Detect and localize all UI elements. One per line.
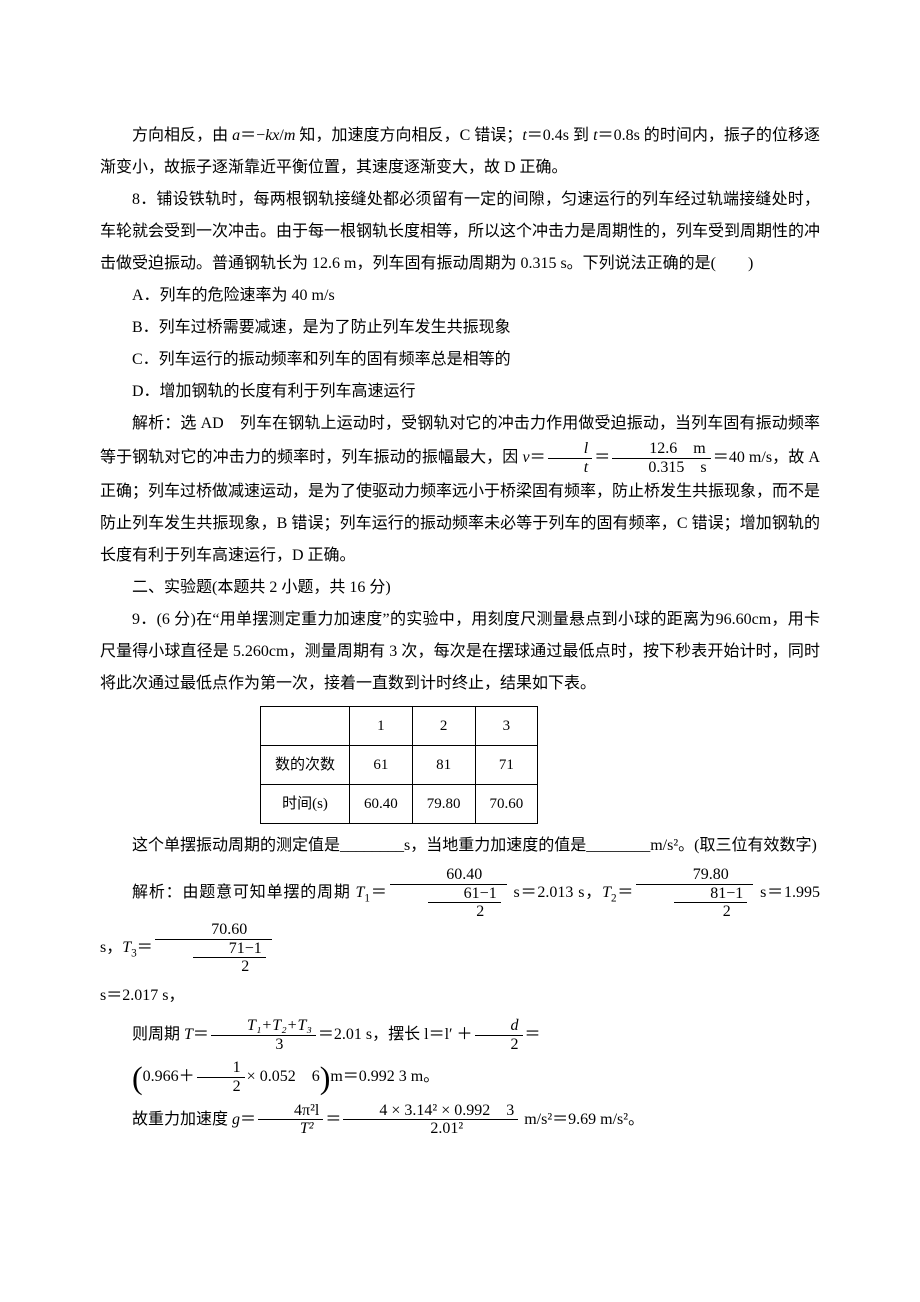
table-cell: 79.80 [412,785,475,824]
fraction-t1: 60.4061−12 [390,866,507,921]
q9-blank-line: 这个单摆振动周期的测定值是________s，当地重力加速度的值是_______… [100,830,820,862]
q8-stem: 8．铺设铁轨时，每两根钢轨接缝处都必须留有一定的间隙，匀速运行的列车经过轨端接缝… [100,184,820,280]
q8-option-b: B．列车过桥需要减速，是为了防止列车发生共振现象 [100,312,820,344]
q9-gravity-line: 故重力加速度 g＝4π²lT²＝4 × 3.14² × 0.992 32.01²… [100,1101,820,1139]
q8-option-d: D．增加钢轨的长度有利于列车高速运行 [100,376,820,408]
q9-data-table: 1 2 3 数的次数 61 81 71 时间(s) 60.40 79.80 70… [260,706,538,824]
q9-stem: 9．(6 分)在“用单摆测定重力加速度”的实验中，用刻度尺测量悬点到小球的距离为… [100,604,820,700]
table-header-blank [261,707,350,746]
q9-s-tail: s＝2.017 s， [100,980,820,1012]
table-header-3: 3 [475,707,538,746]
q8-eq-tail: ＝40 [713,449,745,466]
table-cell: 60.40 [350,785,413,824]
table-cell: 81 [412,746,475,785]
q9-sol-lead: 解析：由题意可知单摆的周期 [132,884,356,901]
q9-avg-period-line: 则周期 T＝T₁+T₂+T₃3＝2.01 s，摆长 l＝l′ ＋d2＝ [100,1016,820,1054]
q9-solution-periods: 解析：由题意可知单摆的周期 T1＝60.4061−12 s＝2.013 s，T2… [100,866,820,976]
fraction-tavg: T₁+T₂+T₃3 [211,1017,316,1053]
fraction-g-numeric: 4 × 3.14² × 0.992 32.01² [343,1102,518,1138]
table-header-row: 1 2 3 [261,707,538,746]
table-row: 时间(s) 60.40 79.80 70.60 [261,785,538,824]
fraction-length-over-period: 12.6 m0.315 s [612,440,710,476]
q8-solution-tail: m/s，故 A 正确；列车过桥做减速运动，是为了使驱动力频率远小于桥梁固有频率，… [100,449,820,564]
fraction-l-over-t: lt [548,440,592,476]
section-2-heading: 二、实验题(本题共 2 小题，共 16 分) [100,572,820,604]
table-cell: 时间(s) [261,785,350,824]
paragraph-prev-solution: 方向相反，由 a＝−kx/m 知，加速度方向相反，C 错误；t＝0.4s 到 t… [100,120,820,184]
fraction-t2: 79.8081−12 [636,866,753,921]
table-cell: 71 [475,746,538,785]
fraction-d-over-2: d2 [475,1017,523,1053]
q9-paren-line: (0.966＋12× 0.052 6)m＝0.992 3 m。 [100,1058,820,1096]
q8-solution: 解析：选 AD 列车在钢轨上运动时，受钢轨对它的冲击力作用做受迫振动，当列车固有… [100,408,820,572]
q8-option-a: A．列车的危险速率为 40 m/s [100,280,820,312]
table-cell: 61 [350,746,413,785]
fraction-t3: 70.6071−12 [155,921,272,976]
table-row: 数的次数 61 81 71 [261,746,538,785]
table-cell: 70.60 [475,785,538,824]
q8-option-c: C．列车运行的振动频率和列车的固有频率总是相等的 [100,344,820,376]
fraction-half: 12 [197,1059,245,1095]
table-cell: 数的次数 [261,746,350,785]
table-header-2: 2 [412,707,475,746]
table-header-1: 1 [350,707,413,746]
fraction-g-formula: 4π²lT² [258,1102,323,1138]
